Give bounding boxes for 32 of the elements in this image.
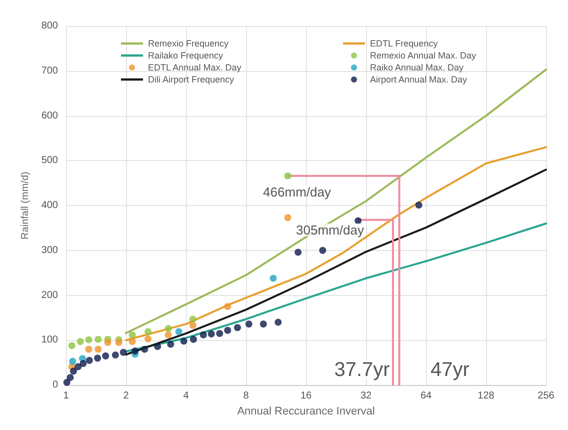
legend-label: Airport Annual Max. Day bbox=[370, 74, 468, 84]
legend-label: Remexio Annual Max. Day bbox=[370, 50, 477, 60]
y-tick-label: 100 bbox=[41, 334, 58, 346]
x-tick-label: 1 bbox=[63, 390, 70, 402]
y-tick-label: 400 bbox=[41, 200, 58, 212]
y-tick-label: 200 bbox=[41, 290, 58, 301]
legend-label: Raiko Annual Max. Day bbox=[370, 62, 464, 72]
x-tick-label: 16 bbox=[300, 390, 312, 402]
annotation: 47yr bbox=[430, 359, 470, 381]
y-tick-label: 0 bbox=[52, 380, 58, 391]
x-tick-label: 256 bbox=[538, 390, 555, 402]
y-axis-title: Rainfall (mm/d) bbox=[20, 172, 31, 240]
x-tick-label: 8 bbox=[243, 390, 250, 402]
x-tick-label: 128 bbox=[478, 390, 495, 402]
y-tick-label: 300 bbox=[41, 244, 58, 256]
legend-label: EDTL Annual Max. Day bbox=[148, 62, 242, 72]
legend-label: Railako Frequency bbox=[148, 50, 224, 60]
legend-label: EDTL Frequency bbox=[370, 38, 438, 48]
x-axis-title: Annual Reccurance Inverval bbox=[237, 406, 375, 418]
annotation: 37.7yr bbox=[334, 359, 390, 381]
annotation: 466mm/day bbox=[263, 184, 332, 200]
y-tick-label: 600 bbox=[41, 110, 58, 122]
x-tick-label: 64 bbox=[420, 390, 432, 402]
y-tick-label: 800 bbox=[41, 20, 58, 32]
y-tick-label: 500 bbox=[41, 155, 58, 166]
x-tick-label: 4 bbox=[183, 390, 190, 402]
x-tick-label: 32 bbox=[360, 390, 372, 402]
legend-label: Dili Airport Frequency bbox=[148, 74, 235, 84]
legend-label: Remexio Frequency bbox=[148, 38, 230, 48]
x-tick-label: 2 bbox=[123, 390, 130, 402]
y-tick-label: 700 bbox=[41, 65, 58, 76]
annotation: 305mm/day bbox=[296, 222, 364, 238]
